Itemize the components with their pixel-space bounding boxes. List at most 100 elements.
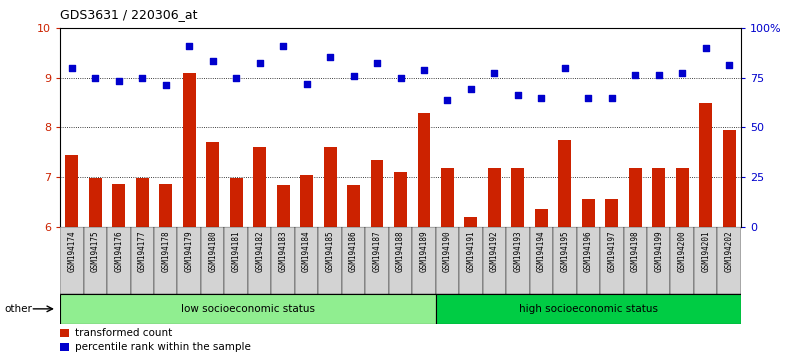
Bar (154, 227, 178, 294)
Text: GSM194192: GSM194192 (490, 230, 499, 272)
Bar (652, 168, 665, 227)
Text: GDS3631 / 220306_at: GDS3631 / 220306_at (60, 8, 198, 21)
Point (488, 70, 501, 76)
Text: percentile rank within the sample: percentile rank within the sample (75, 342, 252, 352)
Point (465, 86, 477, 92)
Bar (436, 294, 741, 324)
Bar (582, 199, 595, 227)
Bar (60, 294, 436, 324)
Bar (483, 227, 506, 294)
Text: GSM194201: GSM194201 (701, 230, 710, 272)
Text: GSM194191: GSM194191 (466, 230, 476, 272)
Text: GSM194174: GSM194174 (67, 230, 76, 272)
Bar (201, 227, 224, 294)
Bar (89, 178, 102, 227)
Text: GSM194199: GSM194199 (654, 230, 663, 272)
Bar (388, 227, 413, 294)
Bar (248, 227, 272, 294)
Text: GSM194179: GSM194179 (185, 230, 194, 272)
Text: GSM194189: GSM194189 (420, 230, 429, 272)
Point (324, 54, 336, 59)
Point (417, 68, 430, 73)
Bar (347, 185, 360, 227)
Point (441, 97, 454, 103)
Point (136, 75, 149, 81)
Text: GSM194195: GSM194195 (561, 230, 570, 272)
Point (558, 65, 571, 71)
Point (89, 75, 102, 81)
Bar (206, 142, 219, 227)
Text: GSM194184: GSM194184 (302, 230, 311, 272)
Point (512, 92, 525, 98)
Text: high socioeconomic status: high socioeconomic status (519, 304, 658, 314)
Bar (694, 227, 718, 294)
Text: GSM194175: GSM194175 (91, 230, 100, 272)
Bar (371, 160, 384, 227)
Bar (276, 185, 290, 227)
Point (535, 95, 548, 101)
Point (699, 45, 712, 51)
Point (347, 74, 360, 79)
Bar (506, 227, 529, 294)
Point (66, 65, 78, 71)
Bar (723, 130, 735, 227)
Bar (647, 227, 670, 294)
Point (230, 75, 243, 81)
Text: GSM194183: GSM194183 (279, 230, 288, 272)
Bar (324, 147, 336, 227)
Bar (60, 227, 83, 294)
Point (300, 81, 313, 87)
Bar (577, 227, 600, 294)
Text: GSM194190: GSM194190 (443, 230, 452, 272)
Text: GSM194194: GSM194194 (537, 230, 545, 272)
Point (629, 73, 642, 78)
Text: low socioeconomic status: low socioeconomic status (181, 304, 315, 314)
Bar (676, 168, 689, 227)
Bar (465, 217, 477, 227)
Text: GSM194198: GSM194198 (630, 230, 640, 272)
Text: transformed count: transformed count (75, 328, 173, 338)
Bar (183, 73, 195, 227)
Text: GSM194202: GSM194202 (725, 230, 734, 272)
Bar (318, 227, 342, 294)
Bar (459, 227, 483, 294)
Bar (112, 184, 125, 227)
Point (276, 43, 289, 48)
Bar (670, 227, 694, 294)
Bar (136, 178, 149, 227)
Bar (394, 172, 407, 227)
Text: GSM194196: GSM194196 (584, 230, 593, 272)
Bar (253, 147, 266, 227)
Bar (600, 227, 623, 294)
Bar (60, 329, 69, 337)
Bar (413, 227, 436, 294)
Text: GSM194200: GSM194200 (678, 230, 686, 272)
Bar (558, 140, 571, 227)
Text: GSM194176: GSM194176 (115, 230, 123, 272)
Text: GSM194197: GSM194197 (607, 230, 616, 272)
Text: GSM194182: GSM194182 (256, 230, 264, 272)
Point (606, 95, 618, 101)
Point (253, 60, 266, 66)
Bar (224, 227, 248, 294)
Point (652, 73, 665, 78)
Point (676, 70, 689, 76)
Text: GSM194185: GSM194185 (325, 230, 335, 272)
Bar (699, 103, 712, 227)
Point (371, 60, 384, 66)
Bar (623, 227, 647, 294)
Point (183, 43, 195, 48)
Point (394, 75, 407, 81)
Bar (230, 178, 243, 227)
Text: GSM194177: GSM194177 (138, 230, 147, 272)
Bar (529, 227, 553, 294)
Text: GSM194178: GSM194178 (161, 230, 171, 272)
Bar (535, 209, 548, 227)
Bar (718, 227, 741, 294)
Point (159, 82, 172, 88)
Text: GSM194180: GSM194180 (208, 230, 217, 272)
Bar (107, 227, 131, 294)
Bar (159, 184, 172, 227)
Text: other: other (4, 304, 32, 314)
Bar (511, 168, 525, 227)
